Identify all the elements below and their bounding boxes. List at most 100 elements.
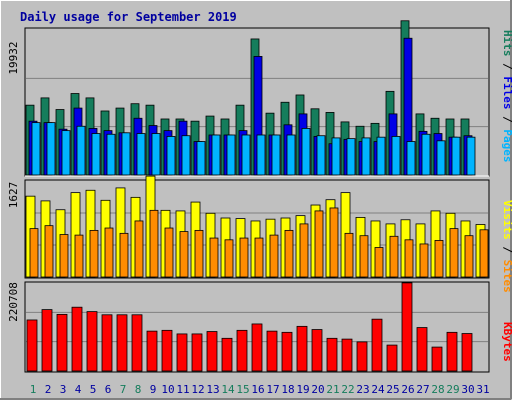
bar-pages-day-15 — [241, 134, 251, 176]
bar-pages-day-18 — [286, 134, 296, 176]
bar-sites-day-2 — [44, 225, 54, 278]
bar-sites-day-1 — [29, 228, 39, 278]
bar-pages-day-7 — [121, 132, 131, 176]
bar-kbytes-day-30 — [461, 333, 473, 372]
bar-sites-day-30 — [464, 235, 474, 278]
bars-kbytes — [26, 282, 473, 372]
bar-sites-day-25 — [389, 235, 399, 278]
day-label-20: 20 — [311, 383, 324, 396]
ymax-label-top: 19932 — [7, 41, 20, 74]
legend-bottom: KBytes — [501, 322, 512, 362]
bar-pages-day-5 — [91, 133, 101, 176]
day-label-9: 9 — [150, 383, 157, 396]
day-label-25: 25 — [386, 383, 399, 396]
bar-pages-day-11 — [181, 135, 191, 176]
bar-kbytes-day-17 — [266, 330, 278, 372]
bar-kbytes-day-22 — [341, 338, 353, 372]
legend-hits: Hits — [501, 30, 512, 57]
day-label-11: 11 — [176, 383, 189, 396]
day-label-19: 19 — [296, 383, 309, 396]
ymax-label-middle: 1627 — [7, 182, 20, 209]
svg-text:Hits / Files: Hits / Files / Pages — [501, 30, 512, 163]
day-label-10: 10 — [161, 383, 174, 396]
bar-sites-day-26 — [404, 239, 414, 278]
chart-title: Daily usage for September 2019 — [20, 10, 237, 24]
day-label-8: 8 — [135, 383, 142, 396]
bar-sites-day-3 — [59, 234, 69, 278]
day-label-31: 31 — [476, 383, 489, 396]
bar-pages-day-13 — [211, 134, 221, 176]
bar-pages-day-6 — [106, 133, 116, 176]
day-label-4: 4 — [75, 383, 82, 396]
bar-kbytes-day-7 — [116, 314, 128, 372]
legend-middle: Visits / Sites — [501, 200, 512, 293]
day-label-18: 18 — [281, 383, 294, 396]
bar-kbytes-day-27 — [416, 327, 428, 372]
day-label-6: 6 — [105, 383, 112, 396]
bar-sites-day-24 — [374, 247, 384, 278]
bar-sites-day-18 — [284, 229, 294, 278]
day-label-1: 1 — [30, 383, 37, 396]
bar-pages-day-16 — [256, 134, 266, 176]
day-label-26: 26 — [401, 383, 414, 396]
bar-kbytes-day-24 — [371, 318, 383, 372]
day-label-21: 21 — [326, 383, 339, 396]
bar-kbytes-day-26 — [401, 282, 413, 372]
day-label-5: 5 — [90, 383, 97, 396]
bar-kbytes-day-11 — [176, 333, 188, 372]
bar-kbytes-day-29 — [446, 331, 458, 372]
bar-sites-day-21 — [329, 207, 339, 278]
legend-pages: Pages — [501, 129, 512, 162]
bar-kbytes-day-1 — [26, 319, 38, 372]
legend-sites: Sites — [501, 260, 512, 293]
day-label-14: 14 — [221, 383, 235, 396]
bar-pages-day-28 — [436, 140, 446, 176]
bar-sites-day-16 — [254, 237, 264, 278]
bars-visits-sites — [25, 175, 489, 278]
day-label-2: 2 — [45, 383, 52, 396]
bar-pages-day-12 — [196, 141, 206, 176]
bar-pages-day-22 — [346, 138, 356, 176]
bar-kbytes-day-19 — [296, 325, 308, 372]
bar-sites-day-19 — [299, 223, 309, 278]
bar-kbytes-day-16 — [251, 323, 263, 372]
day-label-29: 29 — [446, 383, 459, 396]
ymax-label-bottom: 220708 — [7, 282, 20, 322]
bar-kbytes-day-3 — [56, 313, 68, 372]
panel-hits-files-pages: 19932 — [7, 20, 490, 177]
bar-sites-day-5 — [89, 229, 99, 278]
day-label-22: 22 — [341, 383, 354, 396]
day-label-24: 24 — [371, 383, 385, 396]
bar-sites-day-8 — [134, 220, 144, 278]
panel-visits-sites: 1627 — [7, 175, 490, 279]
bar-pages-day-21 — [331, 137, 341, 176]
bar-pages-day-8 — [136, 133, 146, 176]
bar-kbytes-day-15 — [236, 329, 248, 372]
day-label-12: 12 — [191, 383, 204, 396]
day-label-7: 7 — [120, 383, 127, 396]
bar-pages-day-27 — [421, 133, 431, 176]
bar-kbytes-day-12 — [191, 333, 203, 372]
bar-sites-day-6 — [104, 227, 114, 278]
bar-sites-day-11 — [179, 231, 189, 278]
legend-sep-3: / — [501, 246, 512, 253]
bar-kbytes-day-23 — [356, 341, 368, 372]
bar-sites-day-27 — [419, 243, 429, 278]
panel-kbytes: 220708 — [7, 281, 490, 373]
bar-sites-day-28 — [434, 240, 444, 278]
day-label-27: 27 — [416, 383, 429, 396]
bar-kbytes-day-13 — [206, 331, 218, 372]
bar-kbytes-day-14 — [221, 337, 233, 372]
bar-sites-day-22 — [344, 232, 354, 278]
bar-pages-day-25 — [391, 136, 401, 176]
bar-kbytes-day-10 — [161, 329, 173, 372]
bar-kbytes-day-18 — [281, 331, 293, 372]
bar-pages-day-29 — [451, 136, 461, 176]
bar-pages-day-26 — [406, 141, 416, 176]
day-label-30: 30 — [461, 383, 474, 396]
bar-sites-day-7 — [119, 232, 129, 278]
bar-pages-day-3 — [61, 130, 71, 176]
bar-sites-day-4 — [74, 234, 84, 278]
bar-kbytes-day-6 — [101, 314, 113, 372]
